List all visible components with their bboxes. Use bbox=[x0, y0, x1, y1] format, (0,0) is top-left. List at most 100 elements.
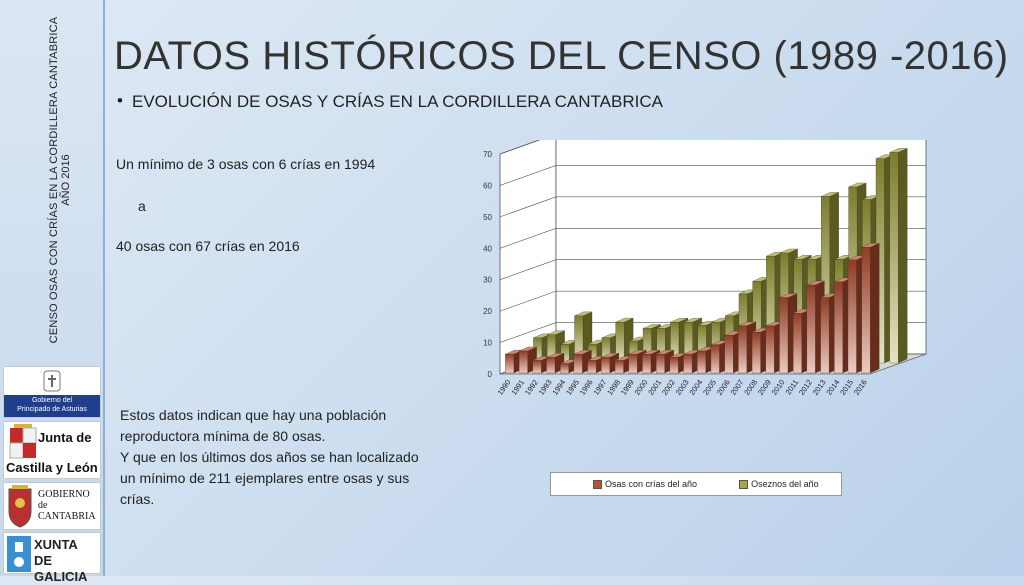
legend-item-oseznos: Oseznos del año bbox=[739, 479, 819, 489]
bar-osas-2009 bbox=[765, 325, 775, 374]
logo-castilla: Junta de Castilla y León bbox=[3, 421, 101, 479]
bar-osas-2002 bbox=[669, 357, 679, 374]
sidebar-vertical-title: CENSO OSAS CON CRÍAS EN LA CORDILLERA CA… bbox=[48, 16, 60, 344]
galicia-line2: DE GALICIA bbox=[34, 553, 88, 584]
bar-osas-1990 bbox=[505, 353, 515, 374]
bar-osas-2005 bbox=[710, 344, 720, 374]
bar-side bbox=[898, 148, 908, 364]
bar-osas-2014 bbox=[834, 281, 843, 374]
legend-item-osas: Osas con crías del año bbox=[593, 479, 697, 489]
x-tick-label: 1990 bbox=[496, 378, 513, 397]
chart-legend: Osas con crías del año Oseznos del año bbox=[550, 472, 842, 496]
x-tick-label: 1995 bbox=[564, 378, 581, 397]
y-tick-label: 0 bbox=[488, 370, 493, 379]
bar-osas-1997 bbox=[601, 357, 610, 374]
sidebar bbox=[0, 0, 104, 576]
x-tick-label: 2013 bbox=[811, 378, 828, 397]
bar-osas-2004 bbox=[697, 350, 706, 374]
logo-galicia: XUNTA DE GALICIA bbox=[3, 532, 101, 584]
x-tick-label: 2014 bbox=[824, 378, 841, 397]
bar-osas-2007 bbox=[738, 325, 748, 374]
bar-osas-2013 bbox=[820, 297, 830, 374]
asturias-line2: Principado de Asturias bbox=[17, 406, 87, 413]
castilla-shield-icon bbox=[9, 424, 37, 459]
bar-osas-1999 bbox=[628, 353, 638, 374]
galicia-crest-icon bbox=[7, 536, 31, 572]
subtitle-bullet: EVOLUCIÓN DE OSAS Y CRÍAS EN LA CORDILLE… bbox=[132, 92, 663, 111]
bar-osas-2015 bbox=[847, 259, 857, 374]
y-tick-label: 40 bbox=[483, 244, 492, 253]
x-tick-label: 2007 bbox=[729, 378, 746, 397]
bar-osas-2011 bbox=[793, 313, 802, 374]
gridline bbox=[499, 196, 926, 218]
bar-osas-1995 bbox=[573, 353, 583, 374]
x-tick-label: 1993 bbox=[537, 378, 554, 397]
bar-osas-2000 bbox=[642, 353, 652, 374]
x-tick-label: 2011 bbox=[784, 378, 801, 396]
y-tick-label: 60 bbox=[483, 181, 492, 190]
para-line3: Y que en los últimos dos años se han loc… bbox=[120, 449, 419, 465]
cantabria-shield-icon bbox=[8, 485, 32, 528]
bar-osas-2008 bbox=[751, 331, 761, 374]
x-tick-label: 1996 bbox=[578, 378, 595, 397]
bar-osas-1996 bbox=[587, 360, 597, 374]
y-tick-label: 20 bbox=[483, 307, 492, 316]
x-tick-label: 2008 bbox=[742, 378, 759, 397]
gridline bbox=[499, 227, 926, 249]
summary-line3: 40 osas con 67 crías en 2016 bbox=[116, 238, 300, 254]
legend-swatch-osas bbox=[593, 479, 602, 489]
y-tick-label: 10 bbox=[483, 339, 492, 348]
x-tick-label: 2006 bbox=[715, 378, 732, 397]
x-tick-label: 2003 bbox=[674, 378, 691, 397]
cantabria-line3: CANTABRIA bbox=[38, 511, 96, 522]
castilla-line2: Castilla y León bbox=[6, 460, 98, 475]
bar-osas-2010 bbox=[779, 297, 789, 374]
asturias-crest-icon bbox=[4, 370, 100, 417]
logo-asturias: Gobierno del Principado de Asturias bbox=[3, 366, 101, 418]
bar-osas-2016 bbox=[861, 247, 871, 374]
x-tick-label: 2010 bbox=[770, 378, 787, 397]
bar-osas-2006 bbox=[724, 335, 734, 374]
x-tick-label: 1999 bbox=[619, 378, 636, 397]
bar-osas-1991 bbox=[518, 350, 528, 374]
x-tick-label: 1997 bbox=[591, 378, 608, 397]
x-tick-label: 1998 bbox=[605, 378, 622, 397]
gridline bbox=[499, 165, 926, 186]
x-tick-label: 2009 bbox=[756, 378, 773, 397]
legend-label-osas: Osas con crías del año bbox=[605, 479, 698, 489]
bar-osas-2003 bbox=[683, 353, 693, 374]
castilla-line1: Junta de bbox=[38, 430, 92, 445]
para-line1: Estos datos indican que hay una població… bbox=[120, 407, 387, 423]
bar-osas-1994 bbox=[560, 363, 569, 374]
conclusion-paragraph: Estos datos indican que hay una població… bbox=[120, 405, 460, 510]
para-line2: reproductora mínima de 80 osas. bbox=[120, 428, 326, 444]
cantabria-line1: GOBIERNO bbox=[38, 489, 90, 500]
x-tick-label: 2005 bbox=[701, 378, 718, 397]
x-tick-label: 2002 bbox=[660, 378, 677, 397]
legend-swatch-oseznos bbox=[739, 479, 749, 489]
y-tick-label: 50 bbox=[483, 213, 492, 222]
y-tick-label: 30 bbox=[483, 276, 492, 285]
asturias-line1: Gobierno del bbox=[31, 397, 73, 404]
summary-line2: a bbox=[138, 198, 146, 214]
x-tick-label: 2001 bbox=[646, 378, 663, 397]
sidebar-divider bbox=[103, 0, 105, 576]
x-tick-label: 2004 bbox=[687, 378, 704, 397]
summary-line1: Un mínimo de 3 osas con 6 crías en 1994 bbox=[116, 156, 376, 172]
bar-osas-1992 bbox=[532, 360, 542, 374]
bar-osas-1993 bbox=[546, 357, 556, 374]
bar-osas-2001 bbox=[655, 353, 665, 374]
x-tick-label: 2000 bbox=[633, 378, 650, 397]
sidebar-vertical-year: AÑO 2016 bbox=[60, 154, 72, 206]
bar-osas-1998 bbox=[614, 360, 624, 374]
x-tick-label: 2016 bbox=[852, 378, 869, 397]
page-title: DATOS HISTÓRICOS DEL CENSO (1989 -2016) bbox=[114, 34, 1009, 78]
cantabria-line2: de bbox=[38, 500, 48, 511]
bar-oseznos-2016 bbox=[889, 152, 899, 364]
galicia-line1: XUNTA bbox=[34, 537, 78, 552]
gridline bbox=[499, 140, 541, 155]
y-tick-label: 70 bbox=[483, 150, 492, 159]
x-tick-label: 1992 bbox=[523, 378, 540, 397]
x-tick-label: 1994 bbox=[550, 378, 567, 397]
x-tick-label: 2015 bbox=[838, 378, 855, 397]
